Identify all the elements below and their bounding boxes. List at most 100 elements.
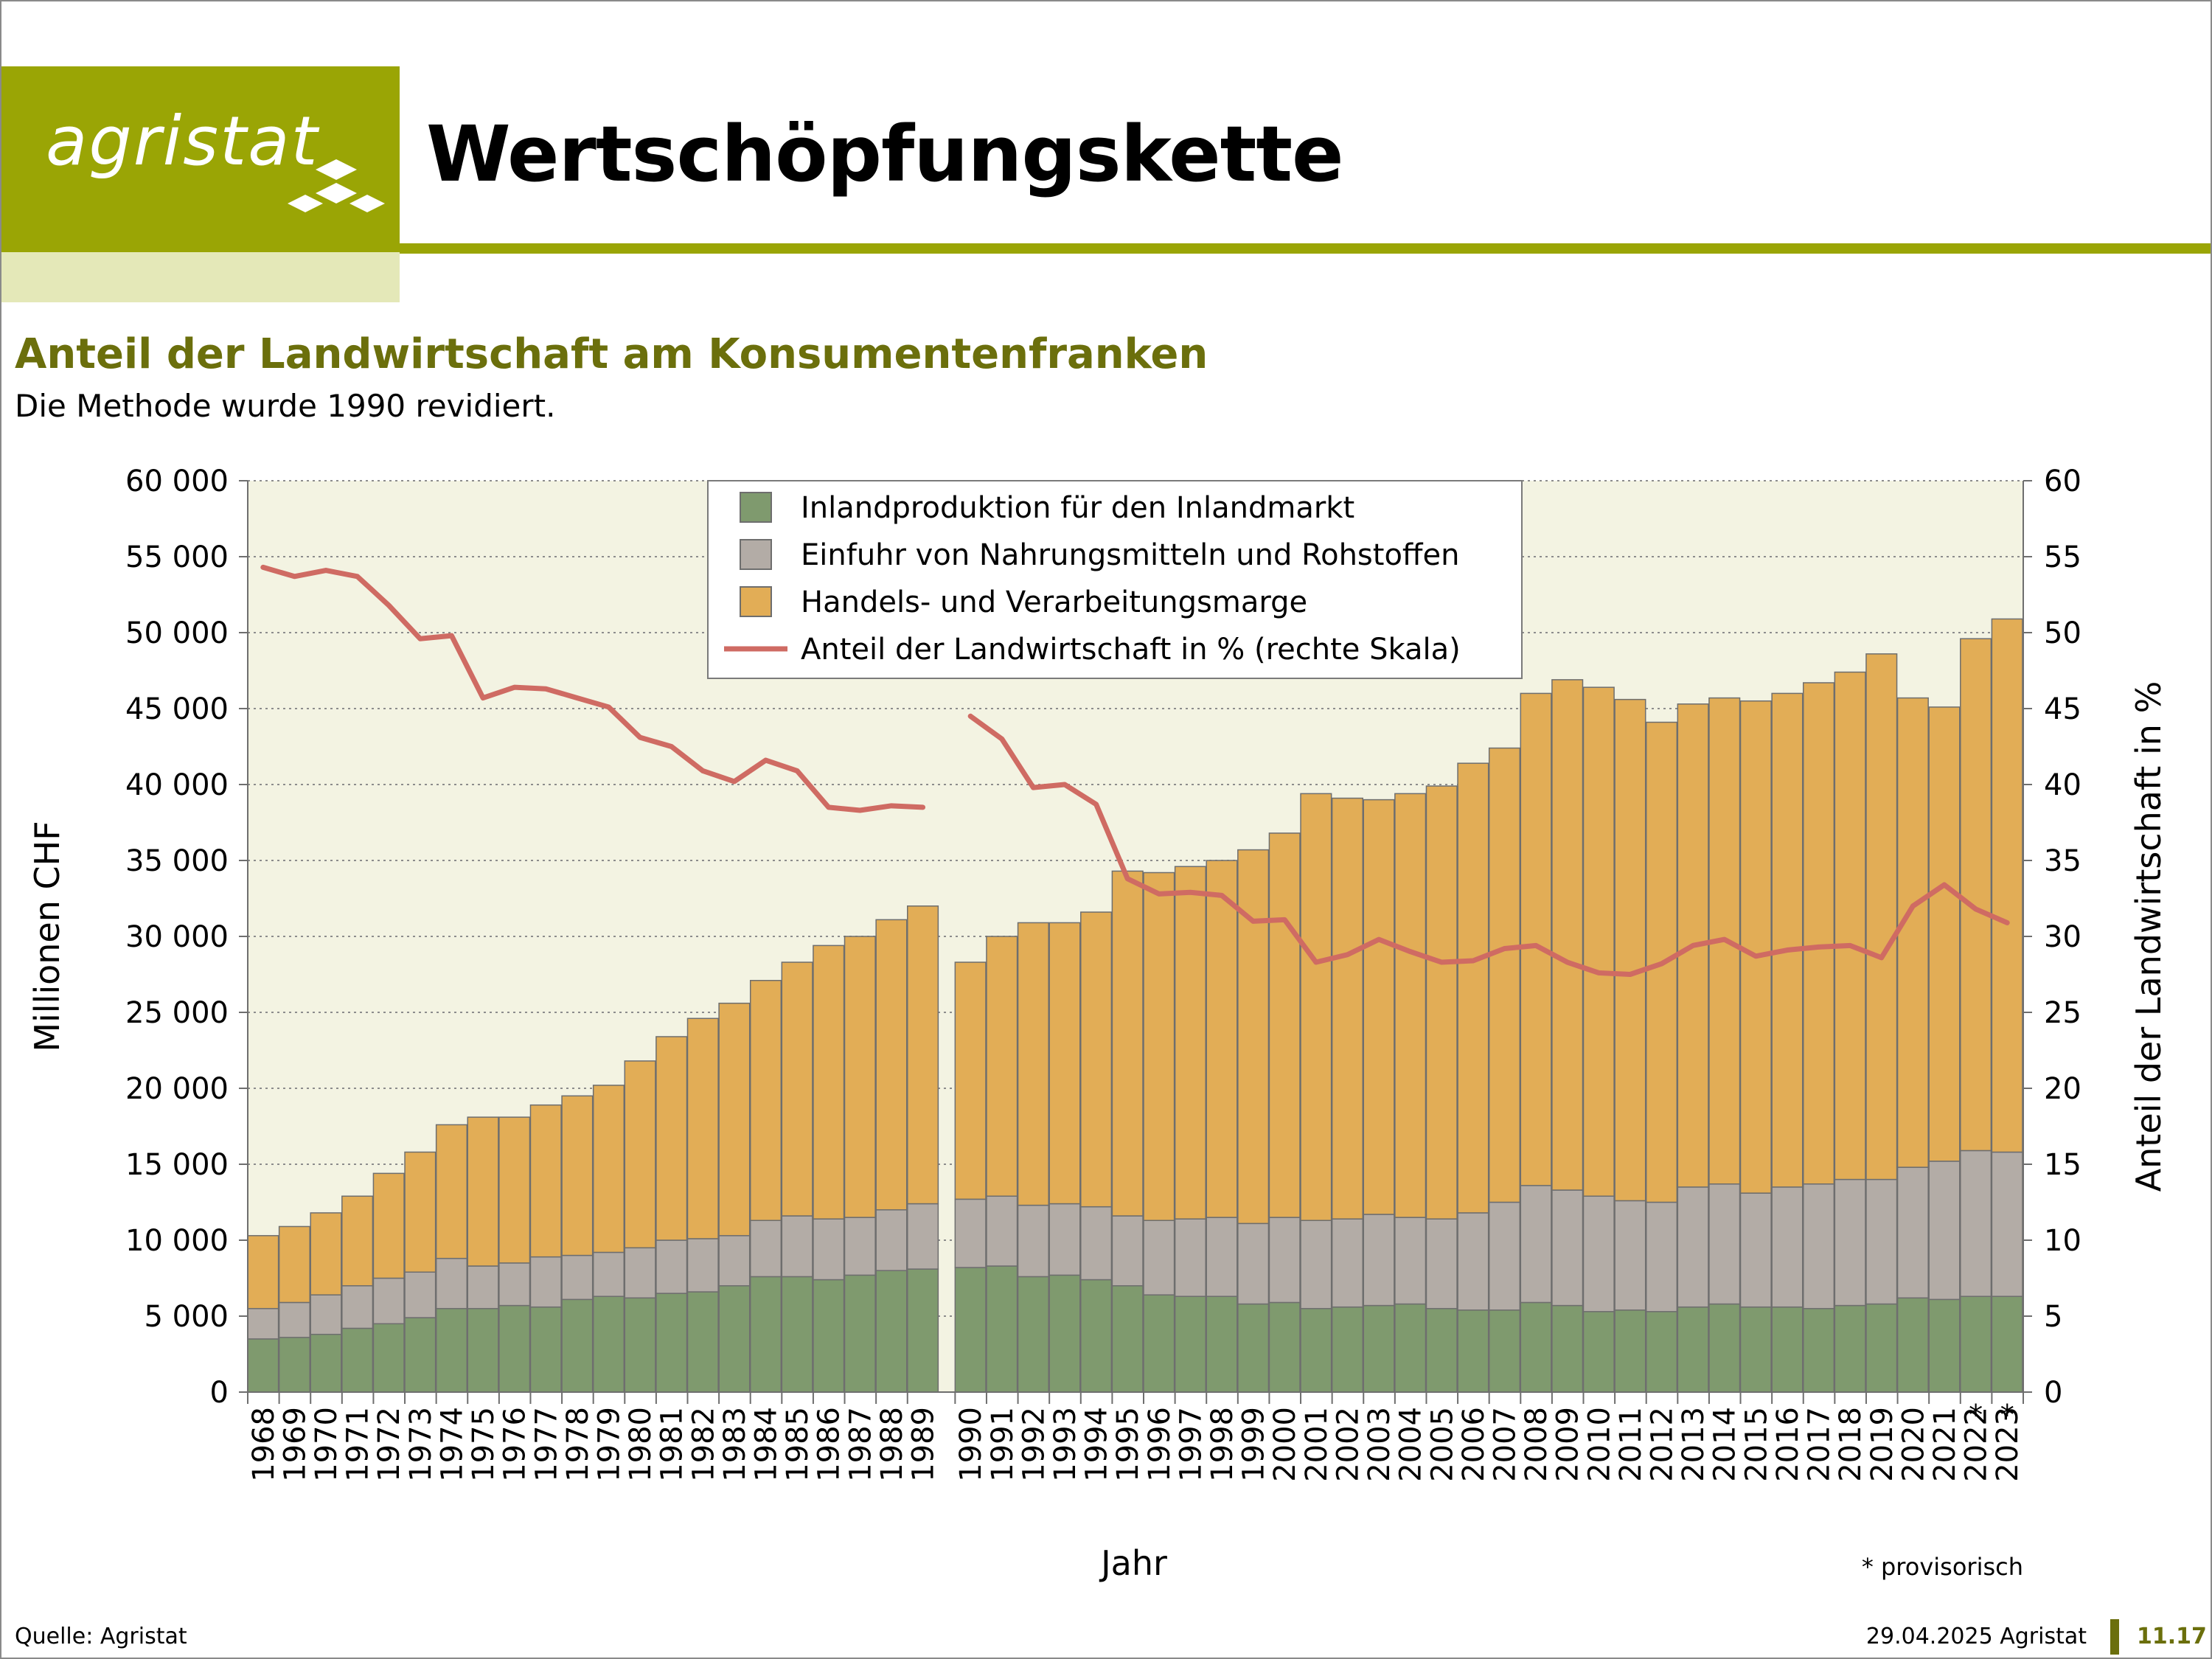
- x-tick-label: 2009: [1551, 1407, 1585, 1482]
- x-tick-label: 1994: [1080, 1407, 1114, 1482]
- bar-marge: [1300, 793, 1332, 1221]
- bar-import: [592, 1251, 625, 1297]
- bar-stacks: [247, 618, 2023, 1393]
- x-tick-label: 2003: [1363, 1407, 1397, 1482]
- bar-import: [844, 1217, 876, 1276]
- x-tick-label: 2004: [1394, 1407, 1428, 1482]
- bar-import: [341, 1285, 374, 1329]
- x-tick-label: 2000: [1268, 1407, 1302, 1482]
- bar-marge: [1394, 793, 1427, 1218]
- bar-inland: [1080, 1279, 1113, 1393]
- x-tick-label: 1969: [278, 1407, 312, 1482]
- x-tick-label: 2015: [1739, 1407, 1773, 1482]
- bar-import: [1080, 1206, 1113, 1281]
- bar-inland: [1739, 1306, 1772, 1393]
- bar-inland: [1928, 1298, 1961, 1393]
- x-tick-label: 1973: [404, 1407, 438, 1482]
- bar-marge: [1363, 799, 1395, 1215]
- bar-import: [1771, 1186, 1804, 1308]
- bar-marge: [1457, 762, 1489, 1214]
- footer-date: 29.04.2025 Agristat: [1865, 1624, 2087, 1649]
- bar-marge: [247, 1235, 279, 1310]
- share-line-segment: [967, 713, 2010, 977]
- bar-marge: [686, 1018, 719, 1239]
- x-tick-label: 1987: [844, 1407, 877, 1482]
- x-tick-label: 2021: [1928, 1407, 1962, 1482]
- y2-tick-label: 60: [2044, 465, 2081, 498]
- bar-inland: [624, 1297, 656, 1393]
- logo-banner-tint: [1, 252, 400, 302]
- x-tick-label: 2014: [1708, 1407, 1742, 1482]
- bar-import: [875, 1209, 908, 1271]
- bar-inland: [954, 1267, 987, 1393]
- bar-import: [1488, 1201, 1521, 1311]
- bar-import: [1834, 1178, 1866, 1307]
- x-tick-label: 1989: [907, 1407, 941, 1482]
- bar-import: [404, 1271, 437, 1318]
- bar-marge: [624, 1060, 656, 1249]
- bar-marge: [1834, 671, 1866, 1180]
- bar-marge: [1488, 747, 1521, 1203]
- bar-import: [1991, 1151, 2023, 1297]
- bar-inland: [247, 1338, 279, 1393]
- x-tick-label: 2018: [1834, 1407, 1868, 1482]
- y-tick-label: 35 000: [125, 844, 229, 878]
- y2-tick-label: 25: [2044, 996, 2081, 1030]
- bar-inland: [1300, 1307, 1332, 1393]
- bar-marge: [404, 1151, 437, 1273]
- bar-inland: [1488, 1310, 1521, 1393]
- chart-subtitle: Die Methode wurde 1990 revidiert.: [15, 388, 556, 424]
- bar-marge: [1048, 922, 1081, 1205]
- bar-import: [1928, 1161, 1961, 1301]
- bar-import: [467, 1265, 499, 1310]
- bar-import: [1111, 1215, 1144, 1287]
- y-tick-label: 0: [210, 1376, 229, 1410]
- x-tick-label: 1996: [1143, 1407, 1177, 1482]
- x-tick-label: 1980: [624, 1407, 658, 1482]
- footer-source: Quelle: Agristat: [15, 1624, 187, 1649]
- bar-inland: [404, 1317, 437, 1393]
- bar-import: [529, 1256, 562, 1308]
- bar-import: [1803, 1183, 1835, 1310]
- bar-inland: [1206, 1295, 1238, 1393]
- bar-import: [561, 1254, 594, 1301]
- y-tick-label: 15 000: [125, 1148, 229, 1182]
- x-tick-label: 1971: [341, 1407, 375, 1482]
- x-tick-label: 1977: [529, 1407, 563, 1482]
- bar-inland: [686, 1291, 719, 1393]
- bar-marge: [561, 1095, 594, 1256]
- bar-import: [1331, 1218, 1363, 1308]
- bar-inland: [749, 1276, 782, 1393]
- x-tick-label: 2002: [1331, 1407, 1365, 1482]
- bar-inland: [813, 1279, 845, 1393]
- x-tick-label: 1985: [781, 1407, 815, 1482]
- bar-inland: [1331, 1306, 1363, 1393]
- agristat-logo-icon: [288, 159, 385, 212]
- bar-import: [498, 1262, 531, 1307]
- bar-inland: [1645, 1311, 1678, 1393]
- x-tick-label: 1975: [467, 1407, 501, 1482]
- x-tick-label: 2019: [1865, 1407, 1899, 1482]
- bar-marge: [467, 1116, 499, 1267]
- bar-marge: [954, 961, 987, 1200]
- x-tick-label: 2005: [1425, 1407, 1459, 1482]
- x-tick-label: 1999: [1237, 1407, 1271, 1482]
- bar-marge: [529, 1104, 562, 1258]
- logo-banner: [1, 66, 400, 252]
- bar-inland: [781, 1276, 813, 1393]
- x-tick-label: 1998: [1206, 1407, 1239, 1482]
- bar-marge: [1174, 866, 1206, 1220]
- bar-marge: [1739, 700, 1772, 1194]
- y2-tick-label: 55: [2044, 540, 2081, 574]
- bar-marge: [1928, 706, 1961, 1162]
- x-tick-label: 1993: [1048, 1407, 1082, 1482]
- x-tick-label: 2020: [1896, 1407, 1930, 1482]
- y-tick-label: 60 000: [125, 465, 229, 498]
- x-tick-label: 1984: [750, 1407, 784, 1482]
- x-tick-label: 1997: [1174, 1407, 1208, 1482]
- bar-inland: [1865, 1303, 1898, 1393]
- bar-inland: [1425, 1307, 1458, 1393]
- y-tick-label: 5 000: [144, 1300, 229, 1334]
